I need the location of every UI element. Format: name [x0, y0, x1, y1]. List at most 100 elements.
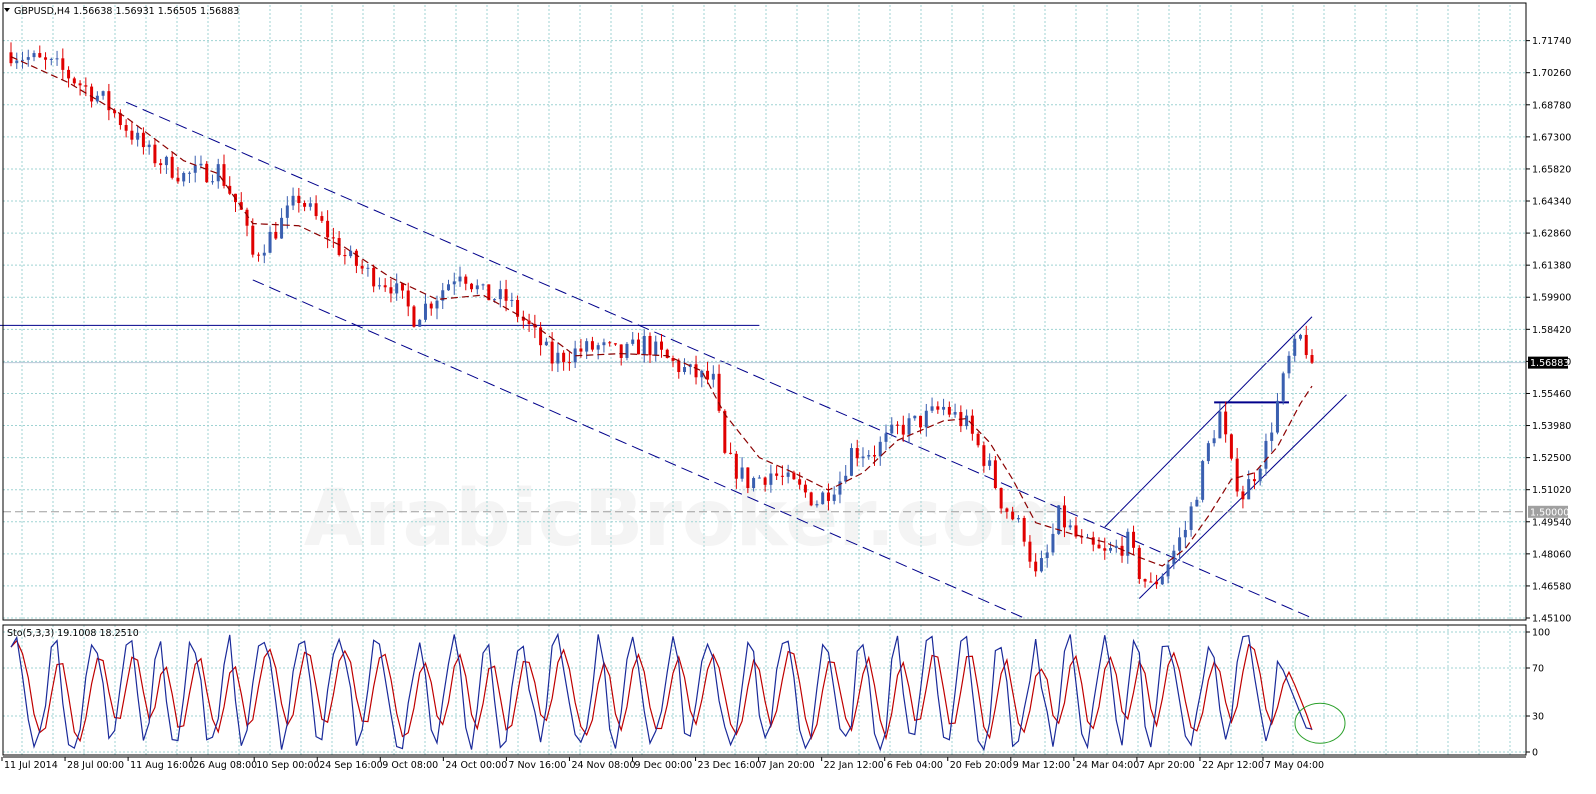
moving-average	[10, 56, 1313, 567]
candle-body	[372, 267, 376, 287]
candle-body	[884, 433, 888, 442]
candle-body	[1080, 536, 1084, 538]
symbol-header: GBPUSD,H4 1.56638 1.56931 1.56505 1.5688…	[14, 6, 239, 17]
candle-body	[464, 276, 468, 284]
candle-body	[412, 306, 416, 327]
candle-body	[1270, 432, 1274, 441]
candle-body	[901, 424, 905, 435]
stoch-tick-label: 70	[1532, 664, 1544, 675]
candle-body	[896, 424, 900, 426]
candle-body	[366, 267, 370, 269]
candle-body	[1298, 334, 1302, 339]
candle-body	[890, 424, 894, 434]
candle-body	[665, 349, 669, 358]
price-tick-label: 1.49540	[1532, 517, 1571, 528]
watermark: ArabicBroker.com	[304, 474, 1077, 564]
candle-body	[199, 163, 203, 166]
trendlines	[0, 101, 1526, 619]
candle-body	[423, 303, 427, 320]
candle-body	[608, 342, 612, 344]
candle-body	[631, 339, 635, 344]
candle-body	[159, 163, 163, 166]
candle-body	[936, 406, 940, 410]
candle-body	[516, 299, 520, 317]
candle-body	[613, 343, 617, 345]
candle-body	[55, 58, 59, 60]
candle-body	[1109, 548, 1113, 551]
candle-body	[1206, 443, 1210, 462]
price-tick-label: 1.48060	[1532, 549, 1571, 560]
time-tick-label: 6 Feb 04:00	[887, 760, 943, 771]
candle-body	[1074, 525, 1078, 537]
candle-body	[257, 254, 261, 256]
candle-body	[1126, 531, 1130, 556]
candle-body	[274, 231, 278, 239]
level-price-label: 1.50000	[1530, 507, 1569, 518]
candle-body	[803, 484, 807, 493]
candle-body	[222, 164, 226, 186]
time-tick-label: 22 Jan 12:00	[824, 760, 884, 771]
candle-body	[976, 433, 980, 446]
candle-body	[1097, 544, 1101, 549]
candle-body	[245, 209, 249, 226]
candle-body	[205, 163, 209, 183]
level-price-tag	[1528, 505, 1568, 518]
price-tick-label: 1.55460	[1532, 389, 1571, 400]
candle-body	[798, 479, 802, 485]
candle-body	[297, 195, 301, 204]
stochastic-label: Sto(5,3,3) 19.1008 18.2510	[7, 628, 139, 639]
candle-body	[567, 362, 571, 364]
candle-body	[521, 316, 525, 321]
candle-body	[861, 456, 865, 459]
candle-body	[26, 57, 30, 60]
candle-body	[337, 238, 341, 255]
candle-body	[67, 69, 71, 79]
candle-body	[389, 287, 393, 294]
candle-body	[550, 341, 554, 364]
candle-body	[326, 220, 330, 238]
candle-body	[711, 373, 715, 380]
candle-body	[1293, 338, 1297, 356]
stochastic-panel	[10, 632, 1346, 752]
price-tick-label: 1.64340	[1532, 197, 1571, 208]
candle-body	[1178, 537, 1182, 551]
candle-body	[291, 195, 295, 206]
candle-body	[734, 453, 738, 479]
candle-body	[1045, 552, 1049, 559]
time-tick-label: 24 Nov 08:00	[571, 760, 635, 771]
stochastic-panel-border	[2, 624, 1527, 756]
stochastic-main-line	[10, 632, 1313, 752]
candle-body	[331, 237, 335, 239]
candle-body	[447, 284, 451, 291]
candle-body	[84, 85, 88, 87]
price-tick-label: 1.45100	[1532, 614, 1571, 625]
candle-body	[740, 467, 744, 479]
time-tick-label: 7 Apr 20:00	[1139, 760, 1195, 771]
price-axis: 1.71740 1.70260 1.68780 1.67300 1.65820 1.643…	[1526, 36, 1571, 759]
candle-body	[924, 410, 928, 428]
time-tick-label: 24 Oct 00:00	[445, 760, 507, 771]
candle-body	[1304, 334, 1308, 356]
candle-body	[999, 488, 1003, 509]
candle-body	[377, 285, 381, 287]
symbol-menu-arrow-icon[interactable]	[4, 8, 10, 12]
candle-body	[832, 494, 836, 501]
candle-body	[1016, 517, 1020, 520]
candle-body	[320, 216, 324, 221]
candle-body	[268, 231, 272, 253]
watermark-text: ArabicBroker.com	[304, 474, 1077, 564]
candle-body	[383, 285, 387, 288]
candle-body	[1287, 355, 1291, 374]
time-tick-label: 9 Oct 08:00	[382, 760, 438, 771]
candle-body	[671, 357, 675, 361]
time-tick-label: 23 Dec 16:00	[698, 760, 762, 771]
candle-body	[1062, 505, 1066, 528]
moving-average-line	[10, 56, 1313, 567]
candle-body	[182, 173, 186, 182]
candle-body	[579, 348, 583, 352]
candle-body	[1281, 373, 1285, 401]
candle-body	[654, 341, 658, 356]
candle-body	[867, 455, 871, 457]
candle-body	[1114, 545, 1118, 549]
time-tick-label: 24 Sep 16:00	[319, 760, 382, 771]
